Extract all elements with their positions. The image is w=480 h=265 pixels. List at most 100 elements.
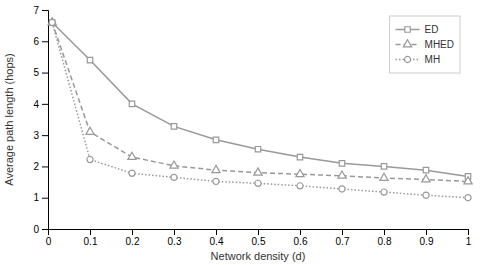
x-tick: 0.3	[168, 229, 182, 247]
y-tick-label: 4	[33, 99, 39, 110]
point-marker	[129, 101, 134, 106]
point-marker	[128, 152, 136, 159]
legend-item: ED	[396, 24, 439, 35]
y-tick-label: 7	[33, 5, 39, 16]
x-tick-label: 0.7	[336, 236, 350, 247]
y-axis-title: Average path length (hops)	[3, 53, 15, 186]
x-tick-mark	[426, 229, 427, 235]
point-marker	[297, 154, 302, 159]
y-tick: 4	[33, 99, 48, 110]
y-tick: 1	[33, 192, 48, 203]
x-tick-mark	[468, 229, 469, 235]
point-marker	[171, 124, 176, 129]
point-marker	[296, 169, 304, 176]
x-tick: 1	[466, 229, 472, 247]
x-tick-label: 0.6	[294, 236, 308, 247]
series-line	[52, 23, 468, 182]
x-tick-mark	[132, 229, 133, 235]
legend-marker	[404, 56, 410, 62]
x-tick: 0.8	[378, 229, 392, 247]
x-tick: 0.9	[420, 229, 434, 247]
y-tick-label: 5	[33, 67, 39, 78]
point-marker	[338, 171, 346, 178]
point-marker	[213, 178, 219, 184]
x-tick: 0.7	[336, 229, 350, 247]
x-tick-label: 0.2	[126, 236, 140, 247]
y-tick-label: 1	[33, 192, 39, 203]
y-tick: 5	[33, 67, 48, 78]
point-marker	[49, 20, 54, 25]
point-marker	[129, 170, 135, 176]
x-tick-mark	[258, 229, 259, 235]
y-tick-label: 3	[33, 130, 39, 141]
x-tick-label: 0.5	[252, 236, 266, 247]
x-axis-title: Network density (d)	[211, 250, 306, 262]
legend-frame	[390, 16, 460, 73]
x-axis-line	[49, 230, 469, 236]
legend-label: MHED	[425, 39, 454, 50]
y-tick: 6	[33, 36, 48, 47]
point-marker	[255, 180, 261, 186]
x-tick: 0.5	[252, 229, 266, 247]
point-marker	[87, 57, 92, 62]
point-marker	[339, 161, 344, 166]
point-marker	[422, 175, 430, 182]
point-marker	[255, 146, 260, 151]
point-marker	[423, 192, 429, 198]
x-tick: 0.2	[126, 229, 140, 247]
point-marker	[86, 127, 94, 134]
y-tick-label: 2	[33, 161, 39, 172]
x-tick-mark	[300, 229, 301, 235]
legend: ED MHED MH	[390, 16, 460, 73]
y-tick-mark	[42, 166, 48, 167]
y-tick-mark	[42, 229, 48, 230]
x-tick: 0.4	[210, 229, 224, 247]
y-tick-mark	[42, 198, 48, 199]
x-tick-label: 0.1	[84, 236, 98, 247]
point-marker	[212, 165, 220, 172]
x-tick: 0.6	[294, 229, 308, 247]
x-tick-mark	[90, 229, 91, 235]
point-marker	[464, 177, 472, 184]
y-axis: 0 1 2 3 4 5 6 7	[33, 5, 48, 235]
x-tick-label: 0.8	[378, 236, 392, 247]
point-marker	[171, 174, 177, 180]
x-tick-mark	[174, 229, 175, 235]
x-tick-mark	[216, 229, 217, 235]
y-tick-label: 6	[33, 36, 39, 47]
point-marker	[465, 195, 471, 201]
point-marker	[213, 137, 218, 142]
y-tick: 0	[33, 224, 48, 235]
y-tick-label: 0	[33, 224, 39, 235]
point-marker	[380, 173, 388, 180]
x-tick-mark	[384, 229, 385, 235]
chart: 0 0.1 0.2 0.3 0.4 0.5 0.6 0.7 0.8 0.9 1 0 1 2 3 4 5 6 7 Net…	[0, 0, 480, 265]
point-marker	[170, 161, 178, 168]
point-marker	[381, 189, 387, 195]
y-tick: 3	[33, 130, 48, 141]
y-tick-mark	[42, 10, 48, 11]
x-tick-label: 0	[46, 236, 52, 247]
x-tick-label: 0.3	[168, 236, 182, 247]
point-marker	[87, 156, 93, 162]
y-tick-mark	[42, 73, 48, 74]
plot-area	[48, 18, 472, 201]
point-marker	[339, 186, 345, 192]
point-marker	[48, 18, 56, 25]
point-marker	[254, 168, 262, 175]
point-marker	[297, 183, 303, 189]
x-tick-label: 1	[466, 236, 472, 247]
legend-marker	[403, 40, 411, 47]
x-tick: 0.1	[84, 229, 98, 247]
y-tick: 2	[33, 161, 48, 172]
y-tick-mark	[42, 135, 48, 136]
y-tick-mark	[42, 104, 48, 105]
legend-marker	[405, 27, 410, 32]
x-tick-label: 0.4	[210, 236, 224, 247]
legend-item: MH	[396, 54, 441, 65]
point-marker	[381, 164, 386, 169]
y-axis-line	[42, 11, 49, 230]
point-marker	[49, 19, 55, 25]
series-line	[52, 23, 468, 177]
legend-item: MHED	[396, 39, 454, 50]
